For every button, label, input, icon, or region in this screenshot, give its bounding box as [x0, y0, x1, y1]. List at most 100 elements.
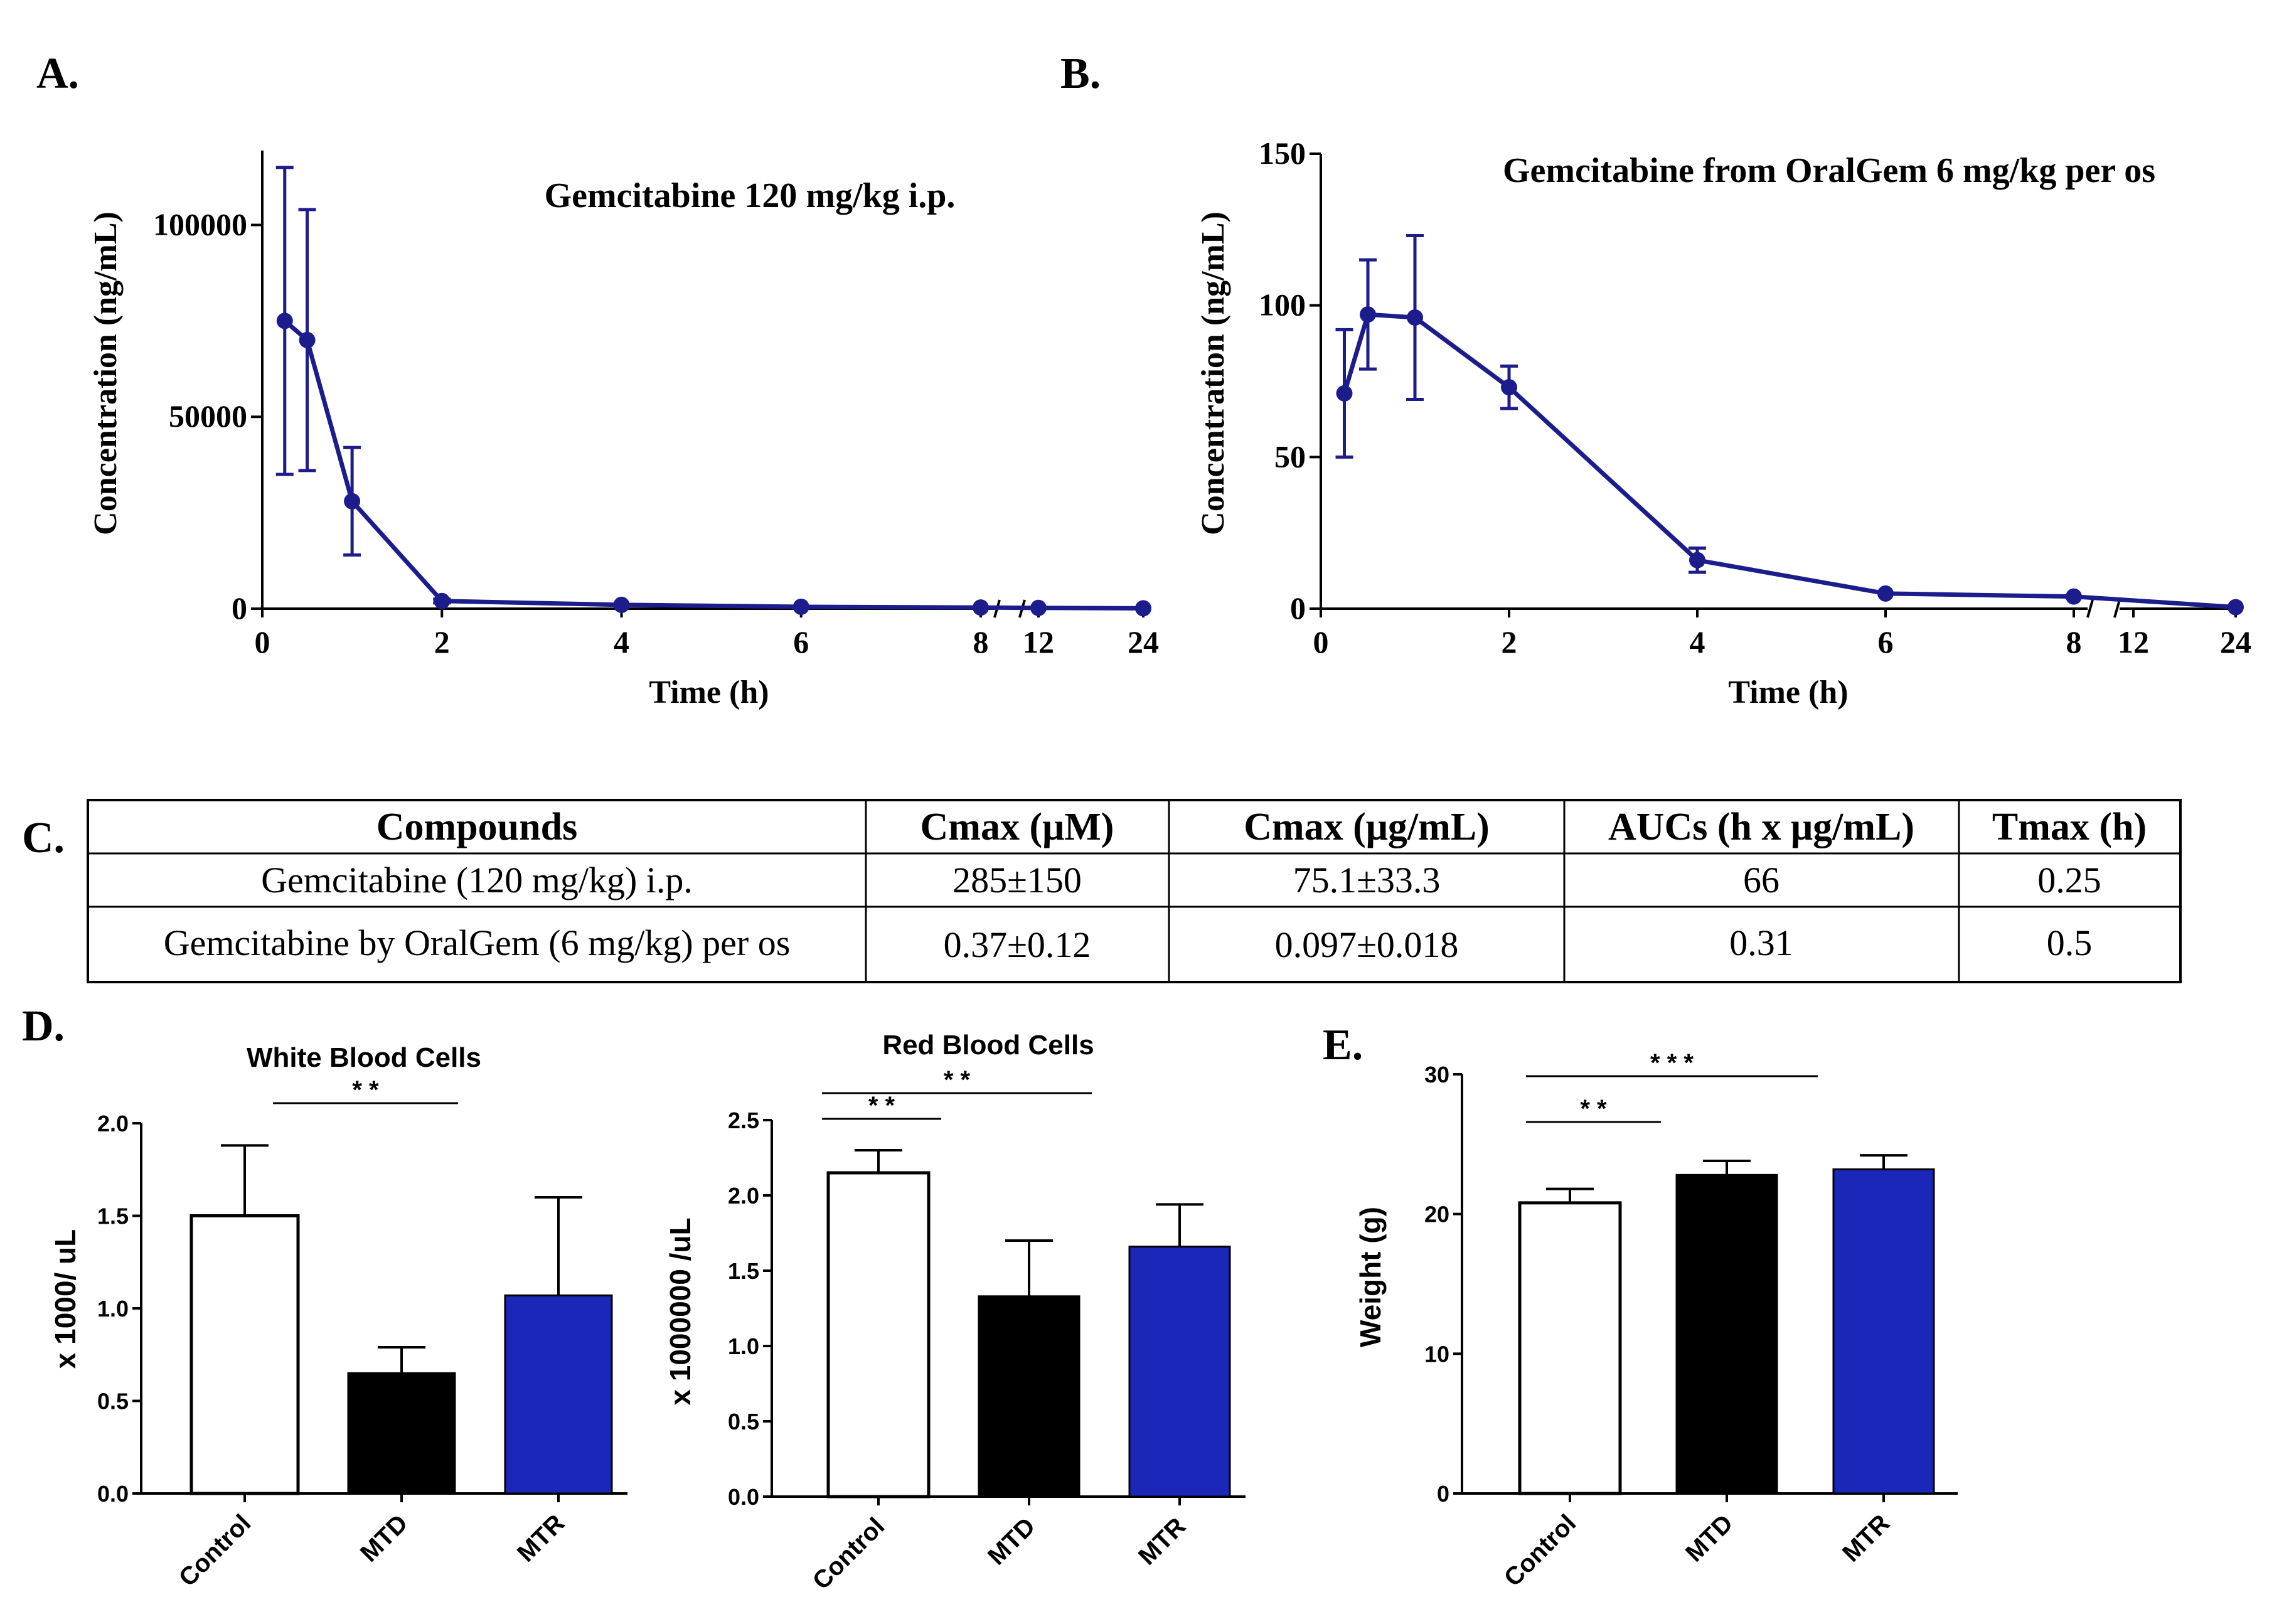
chart-a-ylabel: Concentration (ng/mL)	[88, 211, 124, 535]
panel-label-e: E.	[1323, 1021, 1363, 1069]
chartE-bar-mtd	[1675, 1173, 1778, 1495]
chartA-x-tick-label: 2	[434, 624, 450, 660]
chartD1-x-tick-label: MTR	[512, 1509, 570, 1567]
table-cell: 0.25	[2037, 860, 2101, 900]
chartB-x-axis-break	[2086, 599, 2094, 618]
chartA-x-tick-label: 8	[973, 624, 989, 660]
table-cell: 0.097±0.018	[1275, 924, 1459, 965]
table-cell: 285±150	[952, 860, 1082, 900]
chartB-data-point	[2228, 599, 2244, 616]
chartD1-bar-control	[189, 1214, 300, 1495]
chart-a-title: Gemcitabine 120 mg/kg i.p.	[545, 176, 956, 215]
chartA-y-tick-label: 50000	[169, 398, 247, 434]
table-cell: Gemcitabine (120 mg/kg) i.p.	[261, 860, 693, 900]
table-header-cell: Tmax (h)	[1992, 806, 2147, 848]
table-cell: 75.1±33.3	[1293, 860, 1441, 900]
table-cell: Gemcitabine by OralGem (6 mg/kg) per os	[164, 922, 791, 963]
chart-e: Weight (g) 0 10 20 30 Control MTD MTR * * * * *	[1354, 1049, 1958, 1592]
chart-d1-title: White Blood Cells	[247, 1042, 481, 1073]
chartD1-y-tick-label: 2.0	[97, 1111, 129, 1136]
chartD1-y-tick-label: 1.5	[97, 1204, 129, 1229]
chart-e-ylabel: Weight (g)	[1354, 1207, 1387, 1347]
chartA-data-point	[1030, 599, 1047, 616]
panel-label-a: A.	[36, 50, 79, 98]
chartB-y-tick-label: 150	[1259, 136, 1306, 171]
chartD2-y-tick-label: 2.0	[728, 1183, 759, 1209]
chartB-data-point	[2066, 588, 2082, 605]
chartD2-y-tick-label: 2.5	[728, 1108, 759, 1133]
table-header-cell: Cmax (μg/mL)	[1244, 806, 1490, 848]
table-cell: 0.31	[1729, 922, 1793, 963]
chartD2-y-tick-label: 1.0	[728, 1333, 759, 1359]
chartD2-significance-label: * *	[868, 1092, 895, 1119]
chartA-x-tick-label: 6	[793, 624, 809, 660]
chartD1-y-tick-label: 1.0	[97, 1296, 129, 1322]
chartE-x-tick-label: MTD	[1680, 1509, 1738, 1567]
chartA-data-point	[973, 599, 989, 616]
chartA-data-point	[1135, 600, 1151, 617]
chart-d1: White Blood Cells x 1000/ uL 0.0 0.5 1.0 1.…	[49, 1042, 627, 1592]
table-cell: 0.37±0.12	[944, 924, 1091, 965]
chartE-x-tick-label: MTR	[1837, 1509, 1895, 1567]
chartB-x-tick-label: 0	[1313, 624, 1329, 660]
panel-label-d: D.	[22, 1002, 65, 1050]
chartD1-x-tick-label: Control	[174, 1509, 257, 1592]
chartB-x-tick-label: 8	[2066, 624, 2082, 660]
chartB-x-tick-label: 4	[1690, 624, 1705, 660]
chartD1-significance-label: * *	[352, 1076, 379, 1104]
chartB-x-tick-label: 24	[2220, 624, 2251, 660]
chartD1-y-tick-label: 0.5	[97, 1389, 129, 1414]
chartD1-bar-mtr	[504, 1294, 613, 1495]
chartB-series-line	[1342, 312, 2236, 610]
chartA-x-tick-label: 24	[1128, 624, 1159, 660]
chartB-x-axis-break	[2113, 599, 2121, 618]
chartB-x-tick-label: 6	[1878, 624, 1894, 660]
table-cell: 66	[1743, 860, 1779, 900]
chartB-y-tick-label: 0	[1290, 590, 1306, 626]
chart-d2-ylabel: x 1000000 /uL	[664, 1217, 696, 1405]
chartE-bar-control	[1518, 1201, 1622, 1495]
chartD2-y-tick-label: 0.5	[728, 1409, 759, 1434]
chartD2-significance-label: * *	[944, 1066, 971, 1094]
chartD1-y-tick-label: 0.0	[97, 1481, 129, 1507]
chart-b-xlabel: Time (h)	[1728, 675, 1848, 710]
chartA-data-point	[613, 596, 630, 613]
chartD2-bar-control	[826, 1171, 931, 1498]
chart-d2-title: Red Blood Cells	[882, 1030, 1094, 1060]
chartB-data-point	[1501, 379, 1517, 396]
chart-d2: Red Blood Cells x 1000000 /uL 0.0 0.5 1.0 1…	[664, 1030, 1246, 1595]
table-cell: 0.5	[2047, 922, 2093, 963]
chartE-y-tick-label: 20	[1424, 1202, 1449, 1227]
chartD2-y-tick-label: 1.5	[728, 1258, 759, 1284]
chartA-series-line	[283, 319, 1144, 611]
chartB-data-point	[1407, 309, 1423, 326]
chartB-data-point	[1689, 552, 1705, 569]
chartD2-x-tick-label: MTD	[983, 1512, 1040, 1570]
chartA-data-point	[344, 493, 361, 510]
table-c: Compounds Cmax (μM) Cmax (μg/mL) AUCs (h…	[87, 799, 2182, 983]
chartD2-x-tick-label: MTR	[1133, 1512, 1191, 1570]
table-header-cell: Compounds	[376, 806, 577, 848]
chartB-x-tick-label: 2	[1502, 624, 1517, 660]
chartE-significance-label: * * *	[1650, 1049, 1694, 1077]
panel-label-b: B.	[1060, 50, 1101, 98]
chartE-significance-label: * *	[1580, 1095, 1607, 1123]
chartA-y-tick-label: 0	[232, 590, 247, 626]
chartD2-bar-mtd	[978, 1295, 1080, 1498]
chartE-y-tick-label: 0	[1437, 1481, 1449, 1507]
chartA-x-tick-label: 4	[614, 624, 629, 660]
chartB-data-point	[1360, 306, 1376, 323]
chartB-y-tick-label: 100	[1259, 287, 1306, 323]
chartE-x-tick-label: Control	[1499, 1509, 1582, 1592]
chartE-bar-mtr	[1832, 1168, 1935, 1495]
chartD1-x-tick-label: MTD	[355, 1509, 413, 1567]
chartD1-bar-mtd	[347, 1372, 456, 1495]
chartA-x-tick-label: 0	[255, 624, 270, 660]
chartA-data-point	[276, 313, 293, 329]
chartD2-bar-mtr	[1128, 1246, 1231, 1498]
chart-b-ylabel: Concentration (ng/mL)	[1195, 211, 1231, 535]
chartE-y-tick-label: 30	[1424, 1062, 1449, 1087]
chartD2-x-tick-label: Control	[808, 1512, 890, 1595]
chartE-y-tick-label: 10	[1424, 1341, 1449, 1367]
